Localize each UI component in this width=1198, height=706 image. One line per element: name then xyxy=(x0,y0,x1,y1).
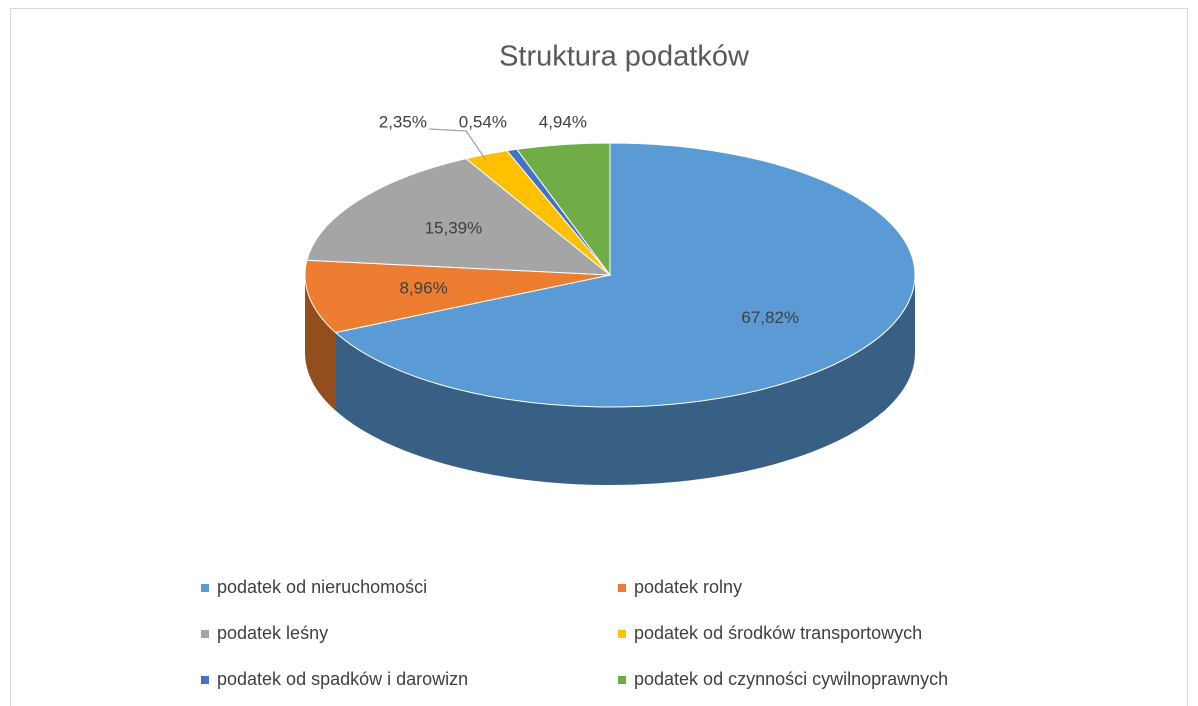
slice xyxy=(306,158,612,276)
legend-label: podatek od czynności cywilnoprawnych xyxy=(634,669,948,689)
legend-swatch xyxy=(618,584,626,592)
data-label: 2,35% xyxy=(379,112,427,131)
legend-swatch xyxy=(201,676,209,684)
data-label: 4,94% xyxy=(539,112,587,131)
slice xyxy=(334,142,916,408)
legend-swatch xyxy=(201,584,209,592)
legend-label: podatek od nieruchomości xyxy=(217,577,427,597)
slice xyxy=(304,259,611,334)
data-label: 0,54% xyxy=(459,112,507,131)
chart-title: Struktura podatków xyxy=(499,41,750,73)
legend-label: podatek od spadków i darowizn xyxy=(217,669,468,689)
legend-swatch xyxy=(618,676,626,684)
data-label: 8,96% xyxy=(400,278,448,297)
leader-line xyxy=(428,128,487,161)
slice-side xyxy=(335,275,916,486)
slice xyxy=(515,142,611,277)
legend-label: podatek rolny xyxy=(634,577,742,597)
legend-swatch xyxy=(201,630,209,638)
legend-swatch xyxy=(618,630,626,638)
slice-side xyxy=(305,275,336,411)
data-label: 67,82% xyxy=(741,308,799,327)
data-label: 15,39% xyxy=(425,219,483,238)
legend-label: podatek od środków transportowych xyxy=(634,623,922,643)
legend-label: podatek leśny xyxy=(217,623,328,643)
